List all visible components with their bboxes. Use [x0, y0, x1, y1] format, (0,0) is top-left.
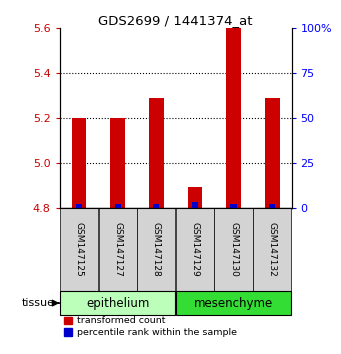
Bar — [269, 204, 275, 208]
Legend: transformed count, percentile rank within the sample: transformed count, percentile rank withi… — [64, 316, 237, 337]
Bar — [214, 208, 253, 291]
Text: GSM147129: GSM147129 — [190, 222, 199, 276]
Bar — [226, 28, 241, 208]
Text: epithelium: epithelium — [86, 297, 149, 309]
Bar — [115, 204, 121, 208]
Text: tissue: tissue — [22, 298, 55, 308]
Text: GSM147132: GSM147132 — [268, 222, 277, 276]
Bar — [153, 204, 159, 208]
Bar — [265, 98, 280, 208]
Text: mesenchyme: mesenchyme — [194, 297, 273, 309]
Text: GSM147127: GSM147127 — [113, 222, 122, 276]
Bar — [60, 208, 98, 291]
Bar — [231, 204, 237, 208]
Text: GSM147130: GSM147130 — [229, 222, 238, 277]
Bar — [60, 291, 175, 315]
Bar — [76, 204, 82, 208]
Title: GDS2699 / 1441374_at: GDS2699 / 1441374_at — [98, 14, 253, 27]
Bar — [137, 208, 175, 291]
Bar — [99, 208, 137, 291]
Bar — [110, 118, 125, 208]
Bar — [176, 208, 214, 291]
Text: GSM147125: GSM147125 — [74, 222, 84, 276]
Bar — [176, 291, 291, 315]
Text: GSM147128: GSM147128 — [152, 222, 161, 276]
Bar — [188, 188, 202, 208]
Bar — [149, 98, 164, 208]
Bar — [72, 118, 86, 208]
Bar — [192, 202, 198, 208]
Bar — [253, 208, 291, 291]
